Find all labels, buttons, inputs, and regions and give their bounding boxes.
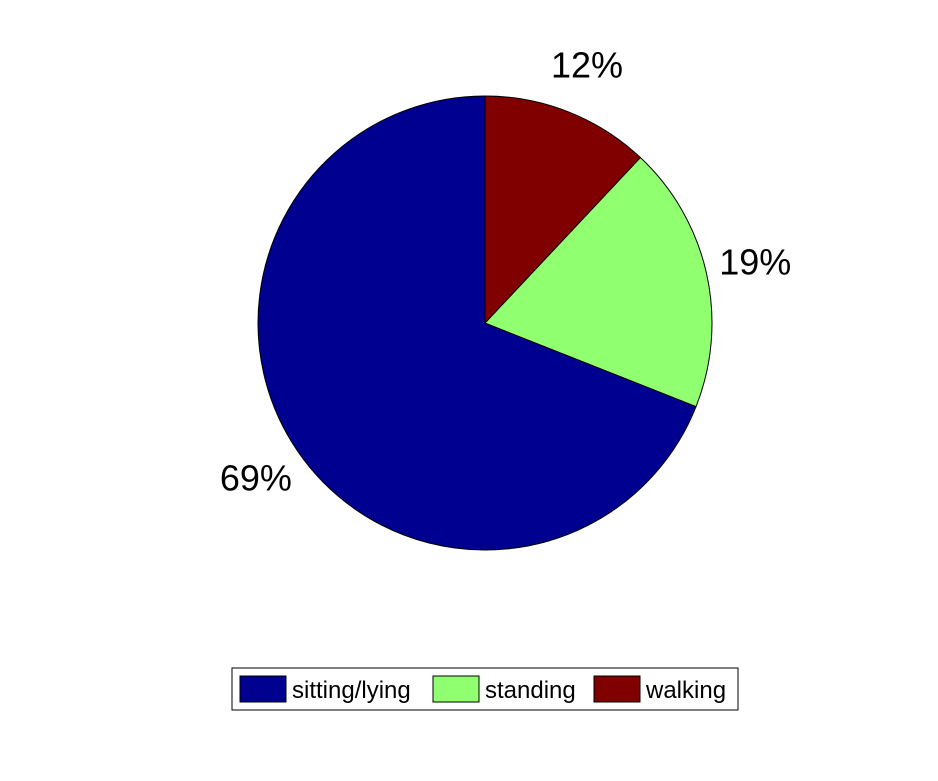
- percent-label-standing: 19%: [719, 242, 791, 283]
- pie-slice-sitting-lying: [257, 95, 697, 551]
- pie-slice-walking: [484, 95, 642, 325]
- legend-swatch-sitting-lying: [239, 675, 287, 703]
- legend: sitting/lying standing walking: [231, 667, 739, 711]
- pie-slices: [257, 95, 713, 551]
- pie-slice-standing: [484, 156, 713, 408]
- legend-items: sitting/lying standing walking: [239, 675, 726, 704]
- legend-swatch-walking: [593, 675, 641, 703]
- legend-label-walking: walking: [645, 677, 726, 704]
- legend-box: [231, 667, 739, 711]
- percent-label-walking: 12%: [551, 45, 623, 86]
- percent-label-sitting-lying: 69%: [220, 458, 292, 499]
- pie-percent-labels: 69% 19% 12%: [220, 45, 791, 499]
- legend-swatch-standing: [432, 675, 480, 703]
- legend-label-sitting-lying: sitting/lying: [292, 677, 411, 704]
- legend-label-standing: standing: [485, 677, 576, 704]
